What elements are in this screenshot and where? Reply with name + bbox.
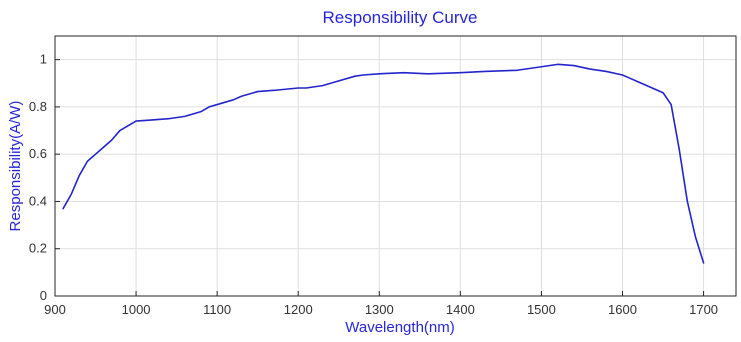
y-axis-label: Responsibility(A/W) [7,101,24,232]
x-tick-label: 1400 [446,302,475,317]
x-tick-label: 1700 [689,302,718,317]
responsibility-series-line [62,63,705,264]
y-tick-label: 0.6 [29,146,47,161]
x-axis-ticks: 900 1000 1100 1200 1300 1400 1500 1600 1700 [44,291,718,317]
y-axis-ticks: 0 0.2 0.4 0.6 0.8 1 [29,52,60,303]
x-tick-label: 1300 [365,302,394,317]
x-tick-label: 900 [44,302,66,317]
x-tick-label: 1100 [203,302,231,317]
x-tick-label: 1000 [122,302,151,317]
chart-title: Responsibility Curve [323,8,478,27]
x-tick-label: 1500 [527,302,556,317]
x-axis-label: Wavelength(nm) [345,319,454,336]
y-tick-label: 1 [40,52,47,67]
y-tick-label: 0.2 [29,241,47,256]
y-tick-label: 0.4 [29,193,47,208]
x-tick-label: 1200 [284,302,313,317]
y-tick-label: 0 [40,288,47,303]
y-tick-label: 0.8 [29,99,47,114]
x-tick-label: 1600 [608,302,637,317]
plot-area-frame [54,35,737,297]
